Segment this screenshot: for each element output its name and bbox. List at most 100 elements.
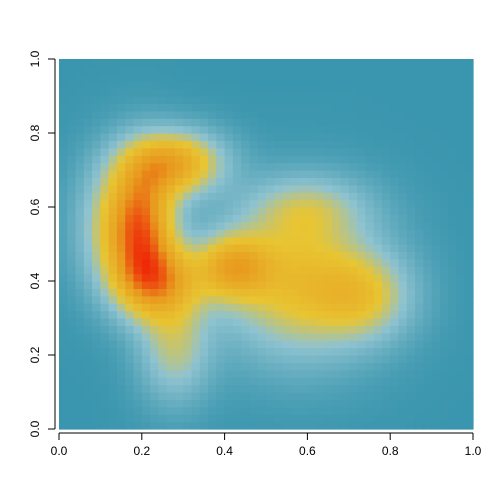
heatmap-cell (257, 103, 267, 112)
heatmap-cell (59, 88, 68, 97)
heatmap-cell (158, 125, 168, 134)
heatmap-cell (158, 229, 168, 238)
heatmap-cell (323, 110, 333, 119)
heatmap-cell (340, 303, 350, 312)
heatmap-cell (75, 340, 85, 349)
heatmap-cell (67, 229, 77, 238)
heatmap-cell (257, 332, 267, 341)
heatmap-cell (307, 177, 317, 186)
heatmap-cell (191, 362, 201, 371)
heatmap-cell (133, 392, 143, 400)
heatmap-cell (75, 347, 85, 356)
heatmap-cell (357, 244, 366, 252)
heatmap-cell (373, 303, 383, 312)
heatmap-cell (274, 288, 284, 297)
heatmap-cell (216, 88, 226, 97)
heatmap-cell (415, 133, 424, 141)
heatmap-cell (373, 273, 383, 282)
heatmap-cell (183, 399, 193, 408)
heatmap-cell (208, 177, 217, 186)
heatmap-cell (315, 325, 325, 334)
heatmap-cell (398, 125, 408, 134)
heatmap-cell (357, 325, 366, 334)
heatmap-cell (174, 362, 184, 371)
heatmap-cell (59, 170, 68, 178)
heatmap-cell (133, 406, 143, 415)
heatmap-cell (166, 384, 176, 393)
heatmap-cell (59, 362, 68, 371)
heatmap-cell (125, 347, 135, 356)
heatmap-cell (373, 147, 383, 156)
heatmap-cell (373, 332, 383, 341)
heatmap-cell (390, 199, 400, 208)
heatmap-cell (381, 251, 391, 260)
heatmap-cell (75, 281, 85, 289)
heatmap-cell (216, 377, 226, 386)
heatmap-cell (448, 66, 458, 75)
heatmap-cell (390, 392, 400, 400)
heatmap-cell (83, 318, 93, 326)
heatmap-cell (208, 147, 217, 156)
heatmap-cell (224, 96, 234, 104)
heatmap-cell (116, 369, 126, 378)
heatmap-cell (315, 88, 325, 97)
heatmap-cell (373, 81, 383, 90)
heatmap-cell (174, 199, 184, 208)
heatmap-cell (249, 406, 259, 415)
heatmap-cell (208, 325, 217, 334)
heatmap-cell (92, 221, 101, 230)
heatmap-cell (365, 421, 375, 430)
heatmap-cell (150, 155, 159, 164)
heatmap-cell (100, 266, 110, 275)
heatmap-cell (323, 355, 333, 363)
heatmap-cell (448, 162, 458, 171)
heatmap-cell (100, 384, 110, 393)
heatmap-cell (357, 140, 366, 149)
heatmap-cell (398, 177, 408, 186)
heatmap-cell (274, 355, 284, 363)
heatmap-cell (390, 96, 400, 104)
heatmap-cell (357, 221, 366, 230)
heatmap-cell (183, 162, 193, 171)
heatmap-cell (348, 318, 358, 326)
heatmap-cell (357, 207, 366, 215)
heatmap-cell (348, 414, 358, 423)
heatmap-cell (92, 133, 101, 141)
heatmap-cell (158, 406, 168, 415)
heatmap-cell (199, 340, 209, 349)
heatmap-cell (381, 325, 391, 334)
heatmap-cell (390, 332, 400, 341)
heatmap-cell (166, 332, 176, 341)
heatmap-cell (307, 347, 317, 356)
heatmap-cell (390, 184, 400, 193)
heatmap-cell (274, 392, 284, 400)
heatmap-cell (282, 369, 292, 378)
heatmap-cell (191, 88, 201, 97)
heatmap-cell (307, 421, 317, 430)
heatmap-cell (398, 384, 408, 393)
heatmap-cell (150, 251, 159, 260)
heatmap-cell (92, 325, 101, 334)
heatmap-cell (282, 147, 292, 156)
heatmap-cell (415, 162, 424, 171)
heatmap-cell (100, 303, 110, 312)
heatmap-cell (373, 369, 383, 378)
heatmap-cell (191, 155, 201, 164)
heatmap-cell (257, 392, 267, 400)
heatmap-cell (158, 392, 168, 400)
heatmap-cell (257, 147, 267, 156)
heatmap-cell (108, 184, 118, 193)
heatmap-cell (398, 140, 408, 149)
heatmap-cell (307, 251, 317, 260)
heatmap-cell (249, 229, 259, 238)
heatmap-cell (464, 110, 474, 119)
heatmap-cell (174, 133, 184, 141)
heatmap-cell (323, 125, 333, 134)
heatmap-cell (75, 303, 85, 312)
heatmap-cell (241, 110, 251, 119)
heatmap-cell (83, 406, 93, 415)
heatmap-cell (158, 384, 168, 393)
heatmap-cell (116, 125, 126, 134)
heatmap-cell (398, 421, 408, 430)
heatmap-cell (241, 244, 251, 252)
